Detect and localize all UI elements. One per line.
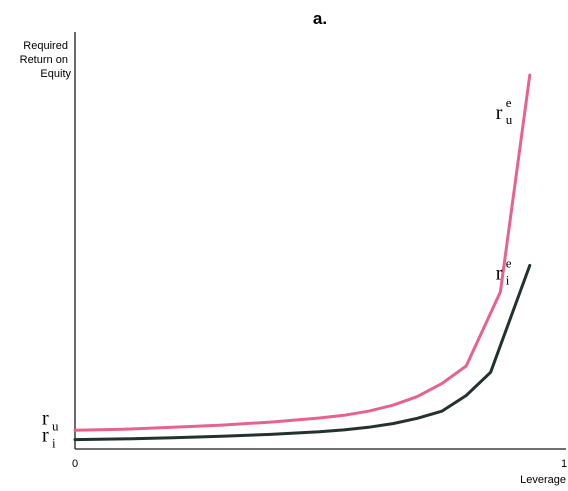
y-axis-title-line-1: Required	[23, 40, 68, 52]
series-label-ru: r eu	[496, 95, 513, 127]
series-label-base: r	[496, 262, 503, 284]
series-line-ri	[73, 263, 532, 442]
y-tick-sub: i	[52, 436, 56, 451]
y-tick-base: r	[42, 425, 49, 447]
series-label-sub: i	[506, 272, 510, 287]
y-axis-title: Required Return on Equity	[20, 40, 72, 80]
x-axis-title: Leverage	[520, 474, 566, 486]
x-tick-0: 0	[72, 458, 78, 470]
y-axis-title-line-2: Return on	[20, 54, 68, 66]
y-axis-title-line-3: Equity	[40, 68, 71, 80]
panel-label: a.	[313, 9, 327, 28]
series-label-sup: e	[506, 255, 512, 270]
y-tick-base: r	[42, 407, 49, 429]
series-label-sub: u	[506, 112, 513, 127]
x-tick-1: 1	[561, 458, 567, 470]
series-label-sup: e	[506, 95, 512, 110]
series-line-ru	[73, 73, 532, 432]
y-tick-sub: u	[52, 418, 59, 433]
series-label-base: r	[496, 102, 503, 124]
series-label-ri: r ei	[496, 255, 512, 287]
